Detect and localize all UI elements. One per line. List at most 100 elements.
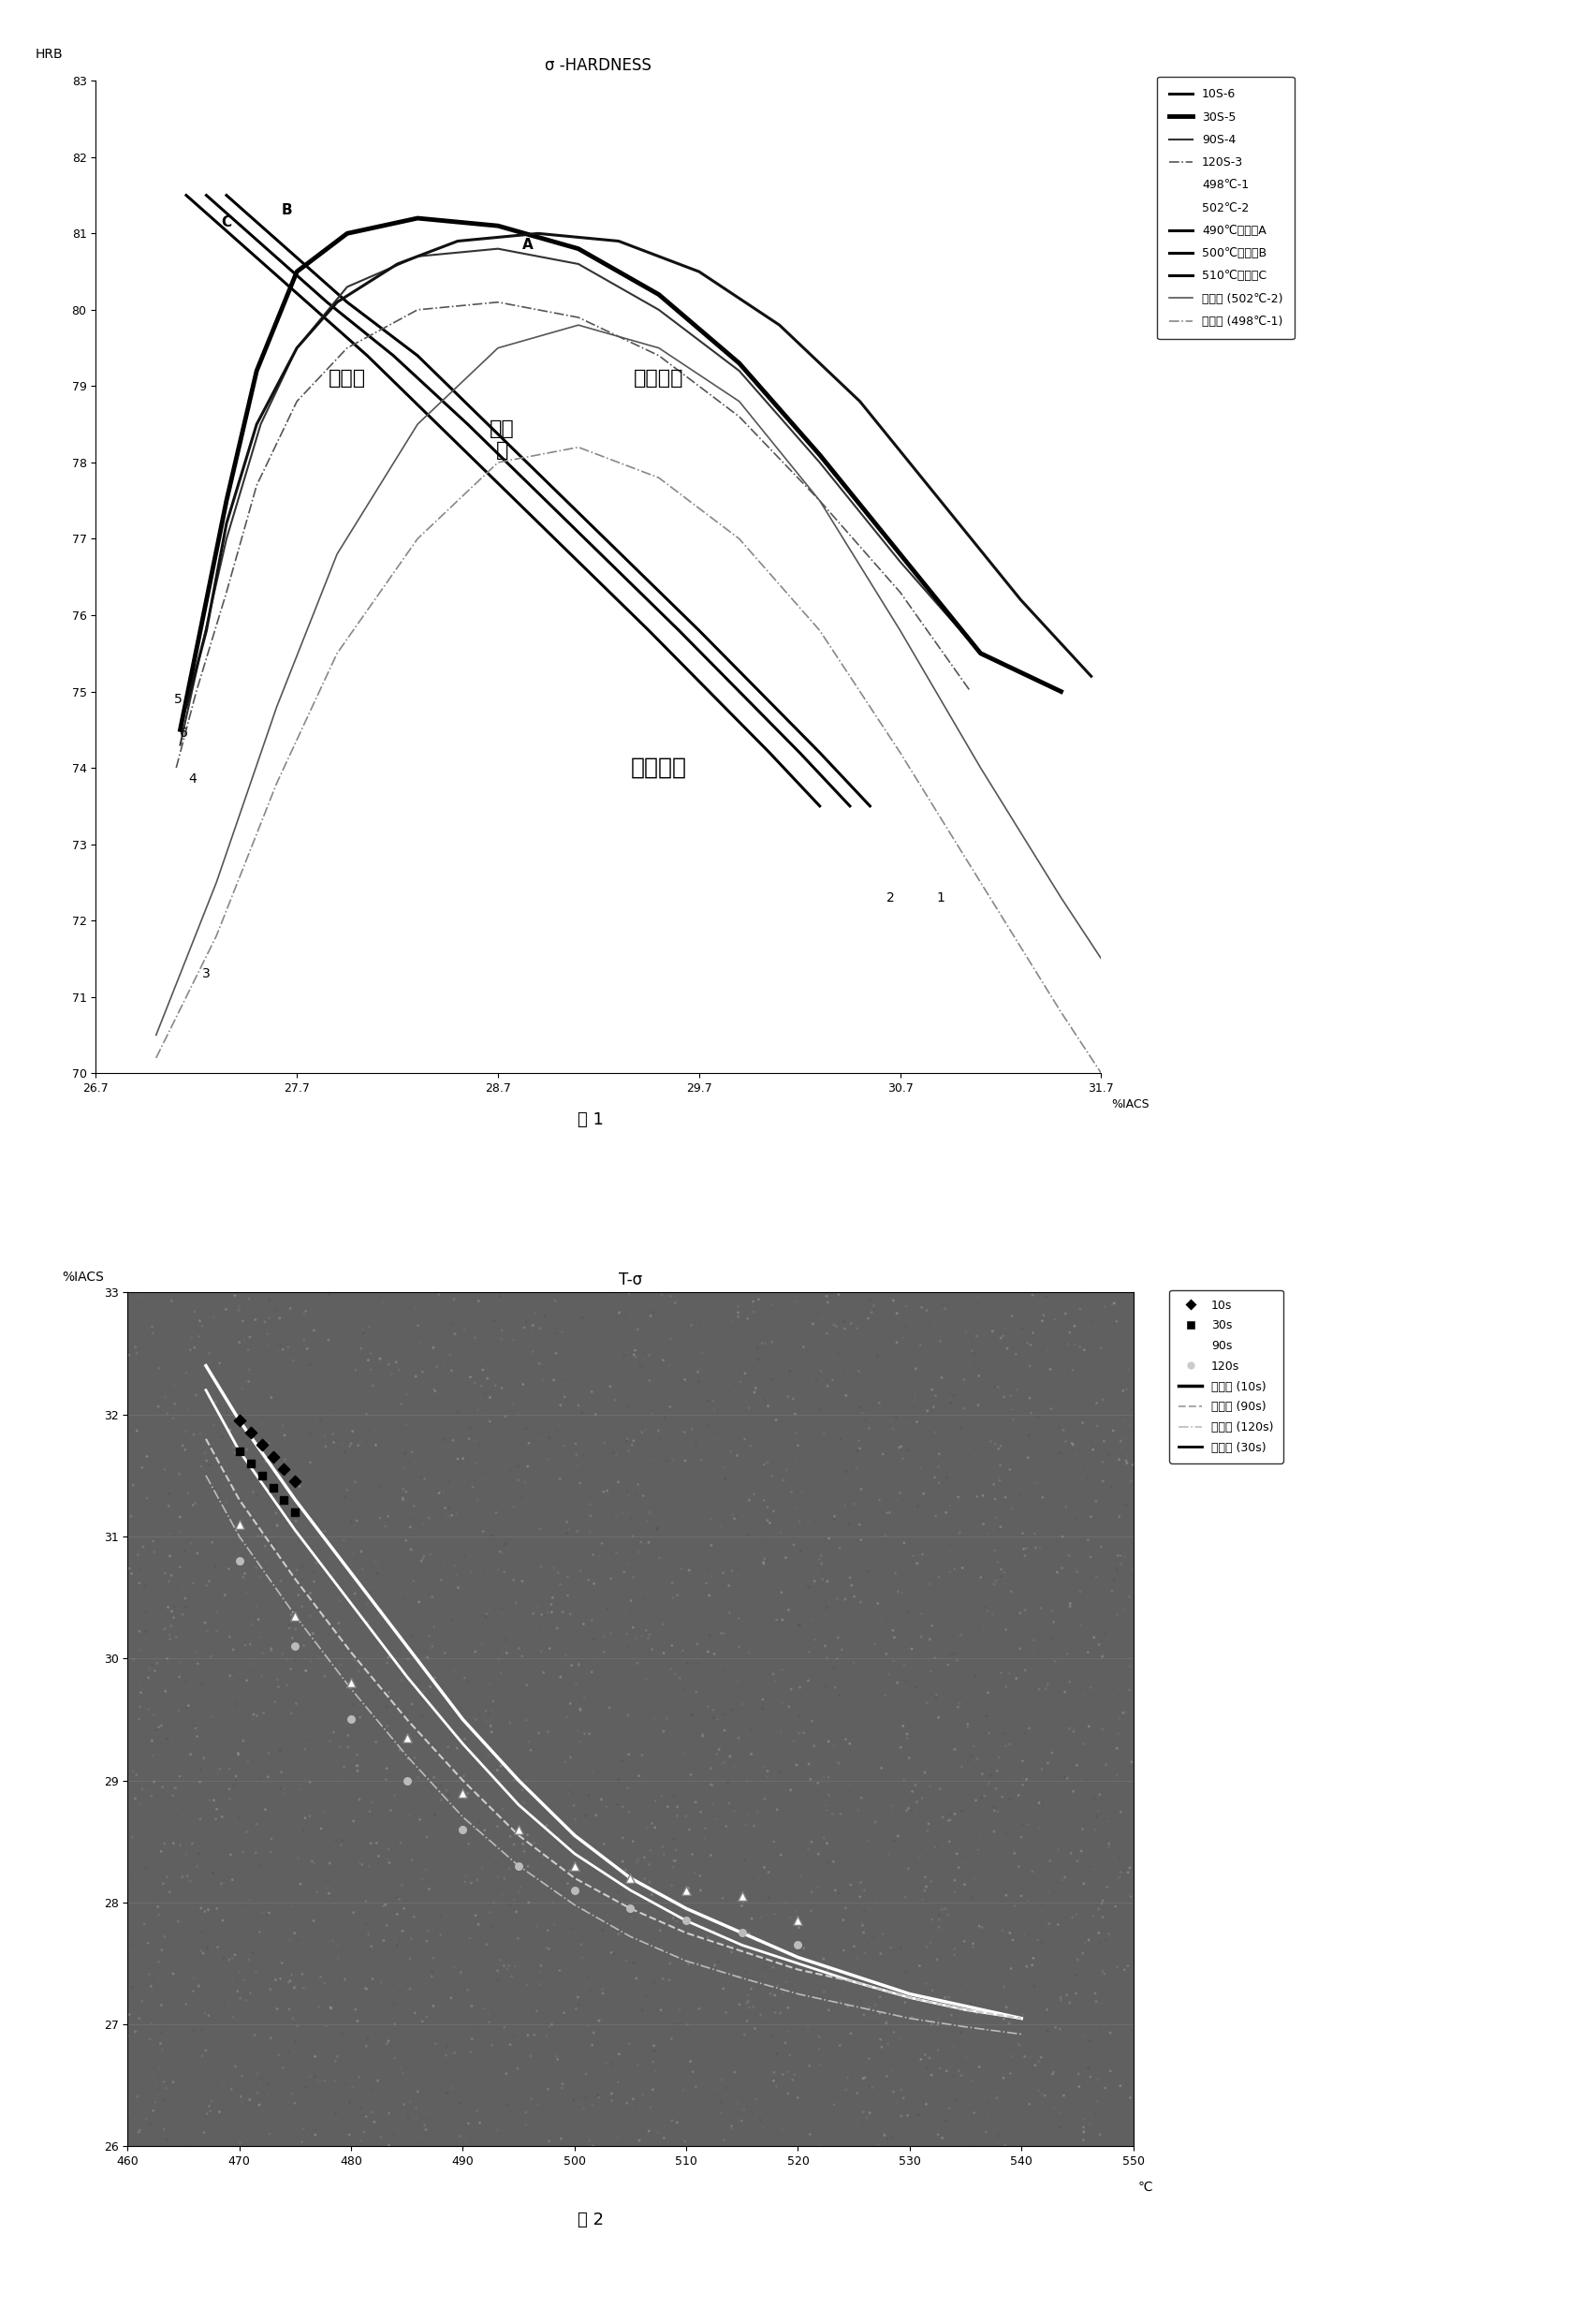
Point — [691, 1929, 717, 1966]
Point — [658, 1807, 683, 1844]
Point — [622, 1274, 648, 1311]
Point — [212, 1985, 238, 2022]
Point — [870, 2096, 895, 2133]
Point — [466, 1283, 492, 1320]
Point — [881, 2073, 907, 2110]
Point — [1071, 2114, 1096, 2151]
Point — [233, 1893, 259, 1929]
Point — [659, 1724, 685, 1761]
Point — [573, 2080, 598, 2116]
Point — [1095, 1869, 1120, 1906]
Point — [469, 1625, 495, 1662]
Point — [605, 1666, 630, 1703]
Point — [694, 1429, 720, 1466]
Point — [322, 2043, 348, 2080]
Point — [824, 1309, 849, 1346]
Point — [857, 1989, 883, 2026]
Point — [118, 1498, 144, 1535]
Point — [373, 1507, 399, 1544]
Point — [421, 1371, 447, 1408]
Point — [699, 1332, 725, 1369]
Point — [729, 1685, 755, 1722]
Point — [1066, 2056, 1092, 2093]
Point — [458, 1359, 484, 1396]
Point — [713, 2070, 739, 2107]
Point — [887, 1729, 913, 1766]
Point — [1047, 1710, 1073, 1747]
Point — [966, 1357, 991, 1394]
Point — [246, 1761, 271, 1798]
Point — [991, 2001, 1017, 2038]
Point — [474, 1595, 500, 1632]
Point — [841, 1528, 867, 1565]
Point — [1053, 1295, 1079, 1332]
Point — [747, 1807, 772, 1844]
Point — [581, 1565, 606, 1602]
Point — [490, 1535, 516, 1572]
Point — [667, 1599, 693, 1636]
Point — [388, 1826, 413, 1863]
Point — [739, 1971, 764, 2008]
Point — [919, 1664, 945, 1701]
Point — [744, 1369, 769, 1406]
Point — [579, 1754, 605, 1791]
Point — [761, 2063, 787, 2100]
Point — [544, 1401, 570, 1438]
Point — [1026, 1809, 1052, 1846]
Point — [1028, 1886, 1053, 1923]
Point — [709, 1777, 734, 1814]
Point — [613, 1299, 638, 1336]
Point — [565, 1447, 591, 1484]
Point — [610, 1985, 635, 2022]
Point — [393, 1436, 418, 1473]
Point — [235, 1431, 260, 1468]
Point — [350, 1846, 375, 1883]
Point — [1090, 1639, 1116, 1676]
Point — [929, 2119, 954, 2156]
Point — [702, 1636, 728, 1673]
Point — [586, 2080, 611, 2116]
Point — [413, 1966, 439, 2003]
Point — [887, 1929, 913, 1966]
Point — [822, 1629, 847, 1666]
Point — [755, 1542, 780, 1579]
Point — [921, 1389, 946, 1426]
Point — [203, 1549, 228, 1586]
Point — [811, 1759, 836, 1796]
Point — [523, 1992, 549, 2029]
Point — [591, 1634, 616, 1671]
Point — [699, 1558, 725, 1595]
Point — [425, 1830, 450, 1867]
Point — [516, 1724, 541, 1761]
Point — [373, 1886, 399, 1923]
Point — [838, 1773, 863, 1809]
Point — [554, 1699, 579, 1736]
Point — [964, 1318, 990, 1355]
Point — [827, 1819, 852, 1856]
Point — [811, 1973, 836, 2010]
Point — [640, 2043, 666, 2080]
Point — [776, 1989, 801, 2026]
Point — [602, 1382, 627, 1419]
Point — [857, 1410, 883, 1447]
Point — [243, 1302, 268, 1339]
Point — [681, 1856, 707, 1893]
Point — [800, 1357, 825, 1394]
Point — [402, 1740, 428, 1777]
Point — [693, 1809, 718, 1846]
Point — [531, 1655, 557, 1692]
Point — [717, 1738, 742, 1775]
Point — [152, 1611, 177, 1648]
Point — [721, 2054, 747, 2091]
Point — [1050, 1276, 1076, 1313]
Point — [142, 1653, 168, 1689]
Point — [492, 1346, 517, 1382]
Point — [972, 1777, 998, 1814]
Point — [126, 1279, 152, 1316]
Point — [294, 1329, 319, 1366]
Point — [456, 1826, 482, 1863]
Point — [980, 1595, 1005, 1632]
Point — [875, 2121, 900, 2158]
Point — [1049, 1295, 1074, 1332]
Point — [156, 1616, 182, 1653]
